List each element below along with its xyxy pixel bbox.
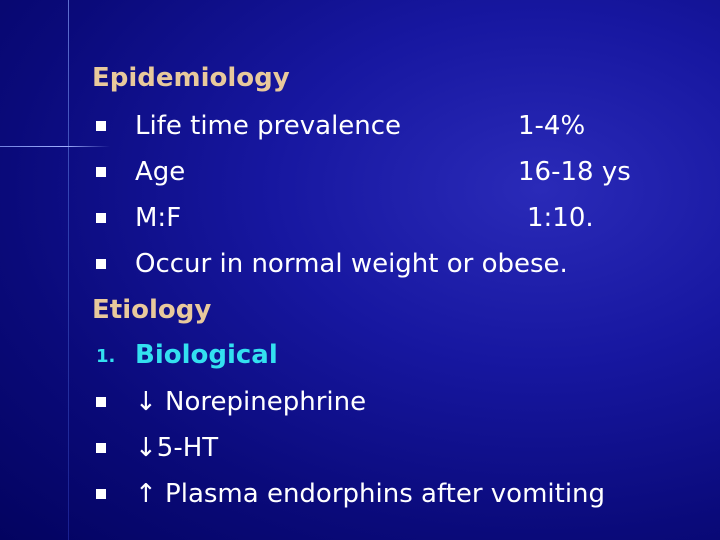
item-value: 1:10. <box>527 203 594 233</box>
item-label: Age <box>135 157 186 187</box>
item-label: M:F <box>135 203 182 233</box>
item-value: 16-18 ys <box>518 157 631 187</box>
item-label: Occur in normal weight or obese. <box>135 249 568 279</box>
bullet <box>96 443 106 453</box>
item-label: ↑ Plasma endorphins after vomiting <box>135 479 606 509</box>
bullet <box>96 397 106 407</box>
decor-line <box>68 0 69 540</box>
bullet <box>96 489 106 499</box>
bullet <box>96 213 106 223</box>
section-title: Epidemiology <box>92 63 290 93</box>
item-label: ↓ Norepinephrine <box>135 387 367 417</box>
bullet <box>96 259 106 269</box>
item-label: Life time prevalence <box>135 111 402 141</box>
decor-line <box>0 146 110 147</box>
list-number: 1. <box>96 346 116 367</box>
item-value: 1-4% <box>518 111 586 141</box>
subsection-title: Biological <box>135 340 278 370</box>
section-title: Etiology <box>92 295 212 325</box>
bullet <box>96 121 106 131</box>
bullet <box>96 167 106 177</box>
item-label: ↓5-HT <box>135 433 219 463</box>
